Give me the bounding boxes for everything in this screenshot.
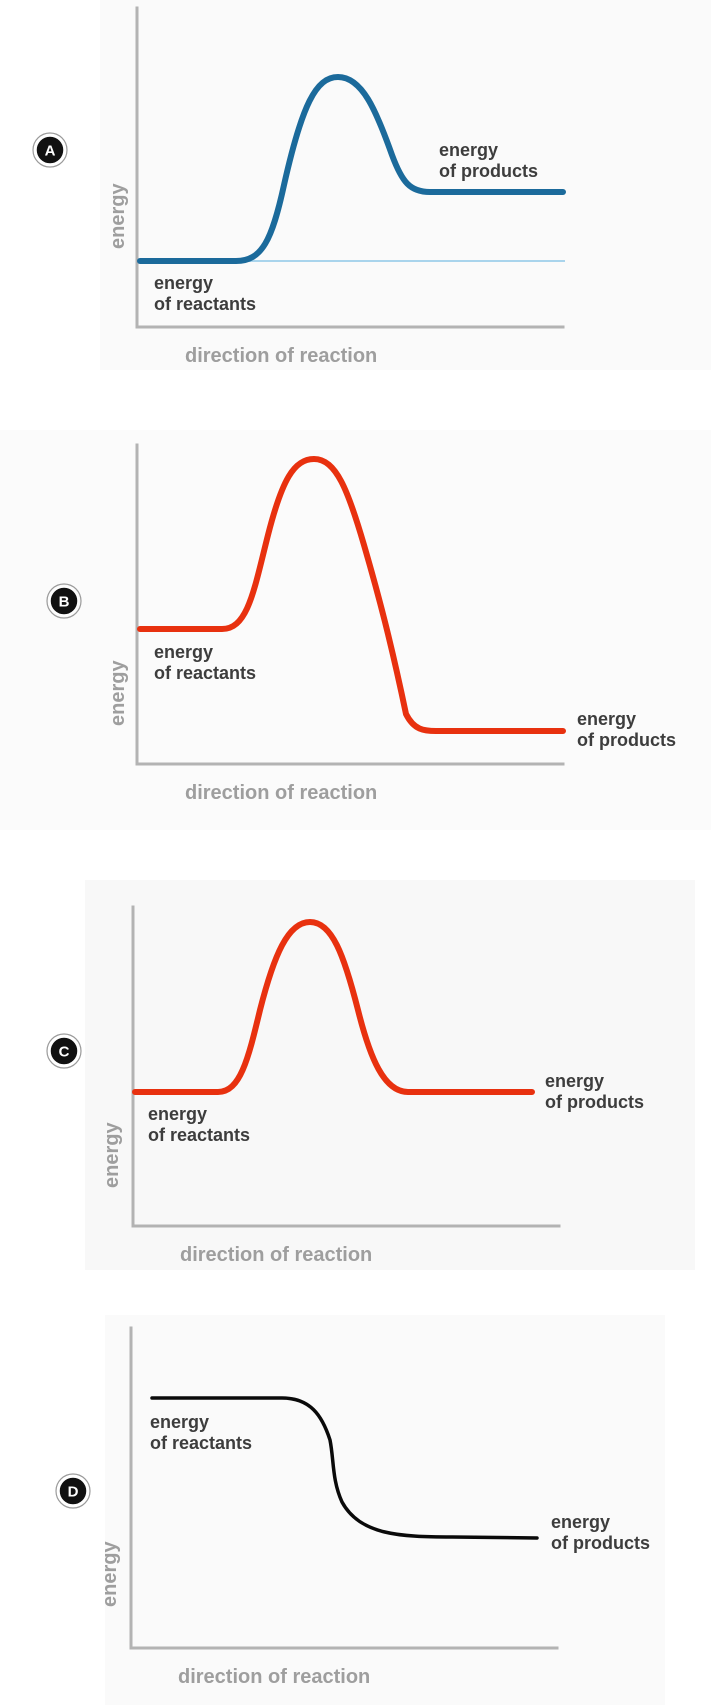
option-d-badge-letter: D — [68, 1484, 79, 1501]
diagram-c-energy-curve — [132, 919, 535, 1095]
diagram-c-reactants-label-line2: of reactants — [148, 1125, 250, 1145]
diagram-d-direction-axis-label: direction of reaction — [178, 1666, 370, 1688]
diagram-d-axes — [129, 1326, 559, 1650]
diagram-b-direction-axis-label: direction of reaction — [185, 782, 377, 804]
diagram-a-direction-axis-label: direction of reaction — [185, 345, 377, 367]
diagram-d-products-label-line2: of products — [551, 1533, 650, 1553]
diagram-c-products-label-line1: energy — [545, 1071, 604, 1091]
diagram-b-energy-curve — [137, 456, 566, 734]
diagram-a-energy-curve — [137, 74, 566, 264]
diagram-c-reactants-label-line1: energy — [148, 1104, 207, 1124]
diagram-b-products-label-line1: energy — [577, 709, 636, 729]
diagram-c-background — [85, 880, 695, 1270]
diagram-c: C energy direction of reaction energy of… — [46, 905, 644, 1266]
diagram-a-products-label-line1: energy — [439, 140, 498, 160]
diagram-c-direction-axis-label: direction of reaction — [180, 1244, 372, 1266]
diagram-d-energy-axis-label: energy — [99, 1541, 121, 1607]
option-a-badge-letter: A — [45, 143, 56, 160]
option-c-badge-letter: C — [59, 1044, 70, 1061]
diagram-a-energy-axis-label: energy — [107, 183, 129, 249]
option-b-badge[interactable]: B — [46, 583, 82, 619]
option-d-badge[interactable]: D — [55, 1473, 91, 1509]
diagram-b-reactants-label-line1: energy — [154, 642, 213, 662]
diagram-a: A energy direction of reaction energy of… — [32, 6, 566, 367]
diagram-a-reactants-label-line1: energy — [154, 273, 213, 293]
option-c-badge[interactable]: C — [46, 1033, 82, 1069]
diagram-b-axes — [135, 443, 565, 766]
diagram-d-background — [0, 1315, 711, 1705]
diagram-d-reactants-label-line1: energy — [150, 1412, 209, 1432]
diagram-d-reactants-label-line2: of reactants — [150, 1433, 252, 1453]
diagram-c-energy-axis-label: energy — [101, 1122, 123, 1188]
diagram-b-energy-axis-label: energy — [107, 660, 129, 726]
diagram-b-reactants-label-line2: of reactants — [154, 663, 256, 683]
diagram-d-products-label-line1: energy — [551, 1512, 610, 1532]
diagram-a-axes — [135, 6, 565, 329]
diagram-d: D energy direction of reaction energy of… — [55, 1326, 650, 1688]
diagram-b-products-label-line2: of products — [577, 730, 676, 750]
diagram-a-reactants-label-line2: of reactants — [154, 294, 256, 314]
option-b-badge-letter: B — [59, 594, 70, 611]
option-a-badge[interactable]: A — [32, 132, 68, 168]
diagram-d-energy-curve — [150, 1396, 539, 1540]
diagram-c-axes — [131, 905, 561, 1228]
diagram-b: B energy direction of reaction energy of… — [46, 443, 676, 804]
diagram-c-products-label-line2: of products — [545, 1092, 644, 1112]
diagram-a-products-label-line2: of products — [439, 161, 538, 181]
